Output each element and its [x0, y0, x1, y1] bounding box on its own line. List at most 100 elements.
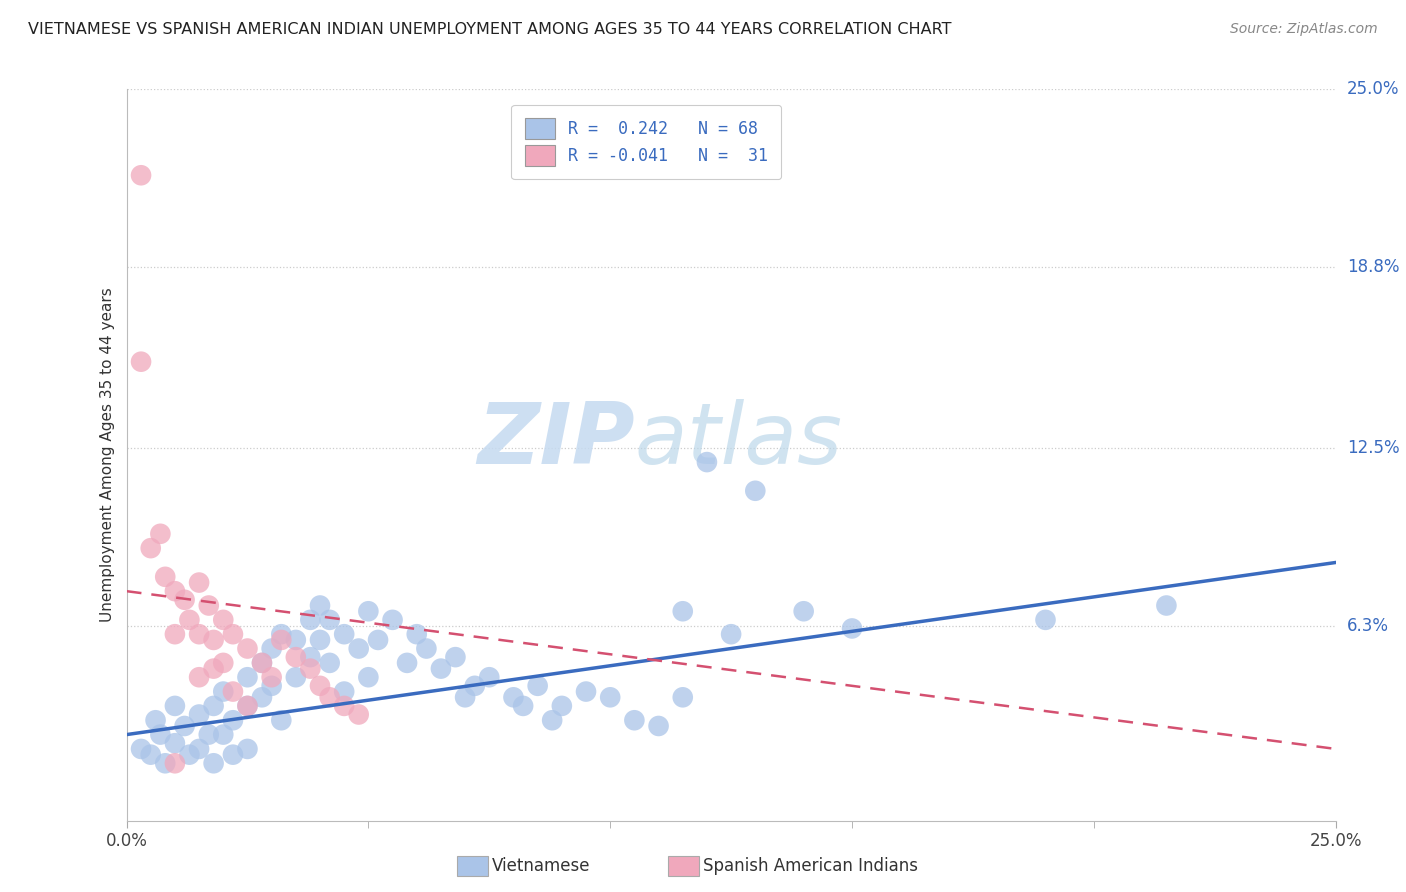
Point — [260, 670, 283, 684]
Point — [270, 713, 292, 727]
Point — [367, 632, 389, 647]
Point — [744, 483, 766, 498]
Point — [333, 627, 356, 641]
Point — [202, 756, 225, 771]
Point — [405, 627, 427, 641]
Text: 18.8%: 18.8% — [1347, 258, 1399, 276]
Point — [299, 650, 322, 665]
Point — [163, 627, 186, 641]
Point — [318, 613, 340, 627]
Text: ZIP: ZIP — [477, 399, 634, 482]
Point — [299, 662, 322, 676]
Point — [526, 679, 548, 693]
Point — [284, 632, 307, 647]
Point — [502, 690, 524, 705]
Point — [381, 613, 404, 627]
Point — [318, 690, 340, 705]
Text: Vietnamese: Vietnamese — [492, 857, 591, 875]
Point — [541, 713, 564, 727]
Point — [188, 742, 211, 756]
Point — [250, 656, 273, 670]
Point — [1156, 599, 1178, 613]
Point — [309, 679, 332, 693]
Point — [202, 632, 225, 647]
Point — [696, 455, 718, 469]
Point — [551, 698, 574, 713]
Point — [512, 698, 534, 713]
Text: VIETNAMESE VS SPANISH AMERICAN INDIAN UNEMPLOYMENT AMONG AGES 35 TO 44 YEARS COR: VIETNAMESE VS SPANISH AMERICAN INDIAN UN… — [28, 22, 952, 37]
Point — [357, 670, 380, 684]
Point — [270, 627, 292, 641]
Point — [163, 736, 186, 750]
Point — [1035, 613, 1057, 627]
Point — [236, 670, 259, 684]
Point — [284, 650, 307, 665]
Point — [333, 698, 356, 713]
Point — [250, 690, 273, 705]
Point — [145, 713, 167, 727]
Text: Source: ZipAtlas.com: Source: ZipAtlas.com — [1230, 22, 1378, 37]
Point — [415, 641, 437, 656]
Point — [188, 627, 211, 641]
Point — [793, 604, 815, 618]
Y-axis label: Unemployment Among Ages 35 to 44 years: Unemployment Among Ages 35 to 44 years — [100, 287, 115, 623]
Point — [357, 604, 380, 618]
Point — [179, 747, 201, 762]
Point — [430, 662, 453, 676]
Point — [599, 690, 621, 705]
Point — [202, 662, 225, 676]
Point — [149, 526, 172, 541]
Point — [197, 728, 219, 742]
Point — [163, 698, 186, 713]
Point — [212, 728, 235, 742]
Point — [454, 690, 477, 705]
Point — [478, 670, 501, 684]
Point — [623, 713, 645, 727]
Point — [260, 641, 283, 656]
Point — [222, 684, 245, 698]
Point — [155, 570, 177, 584]
Point — [212, 656, 235, 670]
Text: atlas: atlas — [634, 399, 842, 482]
Point — [299, 613, 322, 627]
Point — [236, 698, 259, 713]
Point — [672, 604, 695, 618]
Point — [260, 679, 283, 693]
Point — [129, 742, 152, 756]
Point — [188, 575, 211, 590]
Point — [236, 698, 259, 713]
Point — [309, 632, 332, 647]
Point — [720, 627, 742, 641]
Point — [173, 592, 195, 607]
Point — [236, 742, 259, 756]
Point — [139, 747, 162, 762]
Text: 25.0%: 25.0% — [1347, 80, 1399, 98]
Point — [163, 756, 186, 771]
Legend: R =  0.242   N = 68, R = -0.041   N =  31: R = 0.242 N = 68, R = -0.041 N = 31 — [512, 105, 782, 179]
Point — [149, 728, 172, 742]
Point — [347, 641, 370, 656]
Point — [250, 656, 273, 670]
Point — [222, 713, 245, 727]
Point — [284, 670, 307, 684]
Point — [672, 690, 695, 705]
Point — [155, 756, 177, 771]
Point — [212, 684, 235, 698]
Point — [318, 656, 340, 670]
Point — [163, 584, 186, 599]
Point — [333, 684, 356, 698]
Point — [270, 632, 292, 647]
Point — [396, 656, 419, 670]
Point — [444, 650, 467, 665]
Point — [222, 747, 245, 762]
Point — [188, 670, 211, 684]
Point — [129, 354, 152, 368]
Point — [129, 168, 152, 182]
Point — [212, 613, 235, 627]
Point — [188, 707, 211, 722]
Text: 12.5%: 12.5% — [1347, 439, 1399, 457]
Text: Spanish American Indians: Spanish American Indians — [703, 857, 918, 875]
Point — [179, 613, 201, 627]
Point — [575, 684, 598, 698]
Text: 6.3%: 6.3% — [1347, 616, 1389, 634]
